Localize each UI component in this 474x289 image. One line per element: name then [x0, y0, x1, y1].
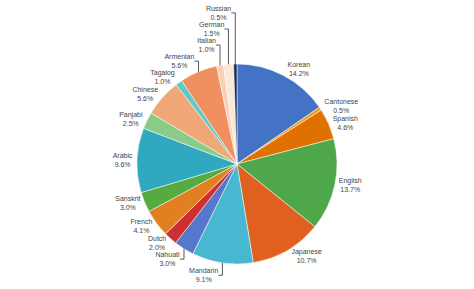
svg-text:Chinese5.6%: Chinese5.6%: [132, 86, 158, 102]
svg-text:Armenian5.6%: Armenian5.6%: [164, 53, 194, 69]
svg-text:Korean14.2%: Korean14.2%: [288, 61, 311, 77]
svg-text:German1.5%: German1.5%: [199, 21, 224, 37]
svg-text:Spanish4.6%: Spanish4.6%: [333, 115, 358, 131]
svg-text:Mandarin9.1%: Mandarin9.1%: [189, 267, 218, 283]
svg-text:Nahuatl3.0%: Nahuatl3.0%: [155, 251, 180, 267]
svg-text:Russian0.5%: Russian0.5%: [206, 5, 231, 21]
svg-text:English13.7%: English13.7%: [339, 177, 362, 193]
svg-text:Tagalog1.0%: Tagalog1.0%: [150, 69, 175, 85]
svg-text:French4.1%: French4.1%: [131, 218, 153, 234]
svg-text:Panjabi2.5%: Panjabi2.5%: [119, 111, 143, 127]
svg-text:Sanskrit3.0%: Sanskrit3.0%: [115, 195, 140, 211]
svg-text:Arabic9.6%: Arabic9.6%: [113, 152, 133, 168]
svg-text:Cantonese0.5%: Cantonese0.5%: [324, 98, 358, 114]
svg-text:Japanese10.7%: Japanese10.7%: [291, 248, 321, 264]
svg-text:Dutch2.0%: Dutch2.0%: [148, 235, 166, 251]
svg-text:Italian1.0%: Italian1.0%: [197, 37, 216, 53]
